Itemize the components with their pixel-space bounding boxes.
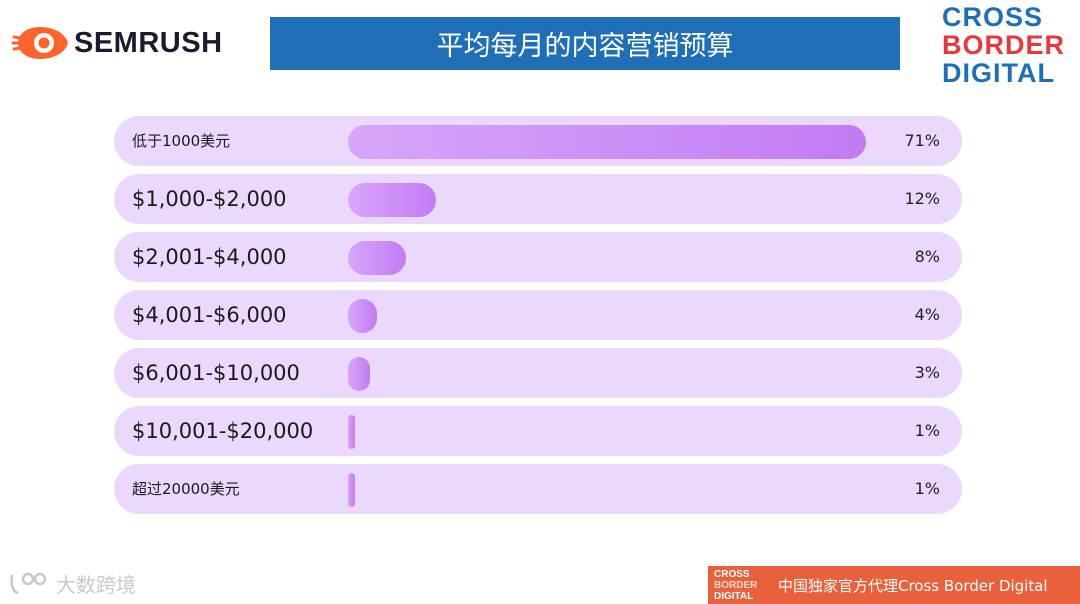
value-label: 71% [904,131,940,150]
category-label: $2,001-$4,000 [132,245,287,269]
category-label: 低于1000美元 [132,132,231,150]
watermark-text: 大数跨境 [56,572,136,597]
bar [348,415,356,449]
chart-row: $1,000-$2,000 12% [114,174,962,224]
category-label: $1,000-$2,000 [132,187,287,211]
cbd-logo-line-2: BORDER [942,30,1066,60]
bar [348,125,866,159]
watermark: 大数跨境 [8,568,136,598]
category-label: $6,001-$10,000 [132,361,300,385]
category-label: $10,001-$20,000 [132,419,314,443]
bar [348,183,436,217]
banner-logo-line-2: BORDER [714,579,758,591]
bar [348,299,378,333]
banner-logo: CROSS BORDER DIGITAL [714,569,770,602]
title-bar: 平均每月的内容营销预算 [270,17,900,70]
bar [348,357,370,391]
cbd-logo-line-3: DIGITAL [942,58,1055,88]
value-label: 1% [914,421,940,440]
value-label: 4% [914,305,940,324]
value-label: 3% [914,363,940,382]
cbd-logo-line-1: CROSS [942,2,1044,32]
semrush-logo: SEMRUSH [12,20,257,66]
budget-bar-chart: 低于1000美元 71% $1,000-$2,000 12% $2,001-$4,000… [114,116,962,516]
value-label: 12% [904,189,940,208]
bar [348,241,407,275]
chart-row: $10,001-$20,000 1% [114,406,962,456]
semrush-wordmark: SEMRUSH [74,26,223,59]
chart-row: $6,001-$10,000 3% [114,348,962,398]
chart-row: 低于1000美元 71% [114,116,962,166]
watermark-icon [10,572,47,595]
chart-row: 超过20000美元 1% [114,464,962,514]
cbd-logo: CROSS BORDER DIGITAL [942,3,1072,93]
bar [348,473,356,507]
category-label: $4,001-$6,000 [132,303,287,327]
category-label: 超过20000美元 [132,480,240,498]
semrush-flame-icon [12,27,68,59]
page-title: 平均每月的内容营销预算 [436,31,734,62]
banner-logo-line-1: CROSS [714,568,750,580]
value-label: 8% [914,247,940,266]
banner-logo-line-3: DIGITAL [714,590,754,602]
value-label: 1% [914,479,940,498]
footer-banner: CROSS BORDER DIGITAL 中国独家官方代理Cross Borde… [708,566,1080,604]
chart-row: $2,001-$4,000 8% [114,232,962,282]
chart-row: $4,001-$6,000 4% [114,290,962,340]
banner-text: 中国独家官方代理Cross Border Digital [778,576,1048,595]
